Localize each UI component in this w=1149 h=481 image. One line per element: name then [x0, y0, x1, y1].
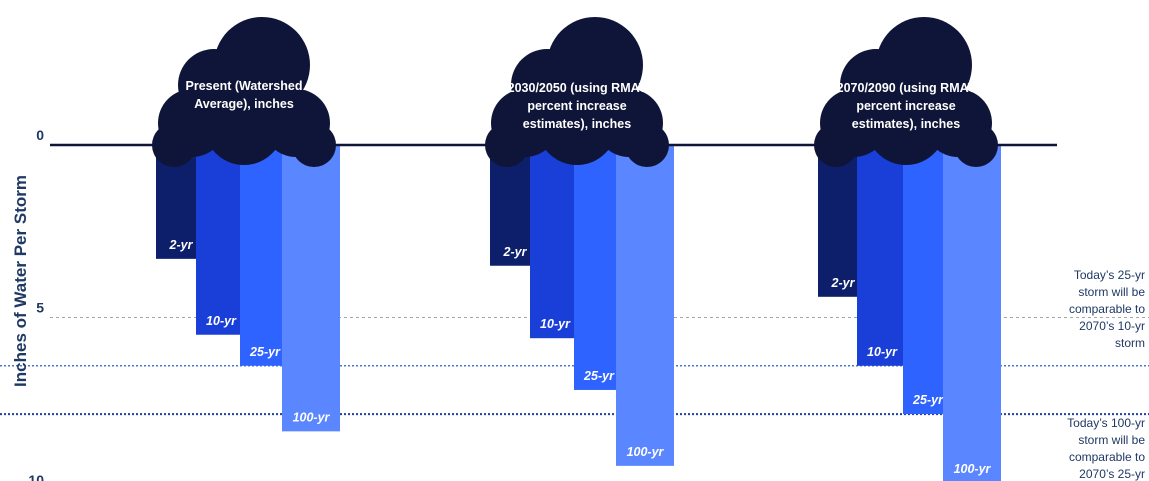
bar-label: 10-yr [206, 314, 237, 328]
cloud-title: percent increase [527, 99, 626, 113]
bar-label: 2-yr [169, 238, 194, 252]
annotation-text: storm will be [1078, 433, 1145, 447]
bar-100-yr [616, 145, 674, 466]
cloud-title: Present (Watershed [186, 79, 303, 93]
bar-label: 25-yr [583, 369, 615, 383]
bars: 2-yr 10-yr 25-yr 100-yr 2-yr 10-yr 25-yr 100-yr… [156, 145, 1001, 481]
bar-label: 25-yr [249, 345, 281, 359]
annotation-text: Today’s 25-yr [1074, 268, 1145, 282]
cloud-title: Average), inches [194, 97, 294, 111]
cloud-icon: 2030/2050 (using RMAT percent increase est… [485, 17, 669, 167]
bar-100-yr [282, 145, 340, 432]
cloud-title: estimates), inches [523, 117, 631, 131]
annotation-text: storm will be [1078, 285, 1145, 299]
bar-label: 10-yr [867, 345, 898, 359]
y-axis-label: Inches of Water Per Storm [11, 175, 30, 387]
cloud-base [826, 110, 986, 146]
bar-label: 25-yr [912, 393, 944, 407]
cloud-icon: Present (Watershed Average), inches [152, 17, 336, 167]
bar-label: 100-yr [293, 410, 331, 424]
cloud-title: 2070/2090 (using RMAT [837, 81, 976, 95]
y-tick-label: 10 [28, 472, 44, 481]
bar-label: 100-yr [627, 445, 665, 459]
y-tick-label: 0 [36, 127, 44, 143]
cloud-base [164, 110, 324, 146]
cloud-title: estimates), inches [852, 117, 960, 131]
y-tick-label: 5 [36, 300, 44, 316]
annotation-text: 2070’s 25-yr [1079, 467, 1145, 481]
bar-100-yr [943, 145, 1001, 481]
bar-label: 10-yr [540, 317, 571, 331]
cloud-title: percent increase [856, 99, 955, 113]
bar-label: 2-yr [831, 276, 856, 290]
annotation-text: 2070’s 10-yr [1079, 319, 1145, 333]
clouds: Present (Watershed Average), inches 2030/2… [152, 17, 998, 167]
cloud-icon: 2070/2090 (using RMAT percent increase est… [814, 17, 998, 167]
cloud-title: 2030/2050 (using RMAT [508, 81, 647, 95]
bar-label: 100-yr [954, 462, 992, 476]
annotations: Today’s 25-yr storm will be comparable to 2… [1067, 268, 1145, 481]
annotation-text: storm [1115, 336, 1145, 350]
annotation-text: Today’s 100-yr [1067, 416, 1145, 430]
bar-label: 2-yr [503, 245, 528, 259]
cloud-base [497, 110, 657, 146]
annotation-text: comparable to [1069, 302, 1145, 316]
annotation-text: comparable to [1069, 450, 1145, 464]
